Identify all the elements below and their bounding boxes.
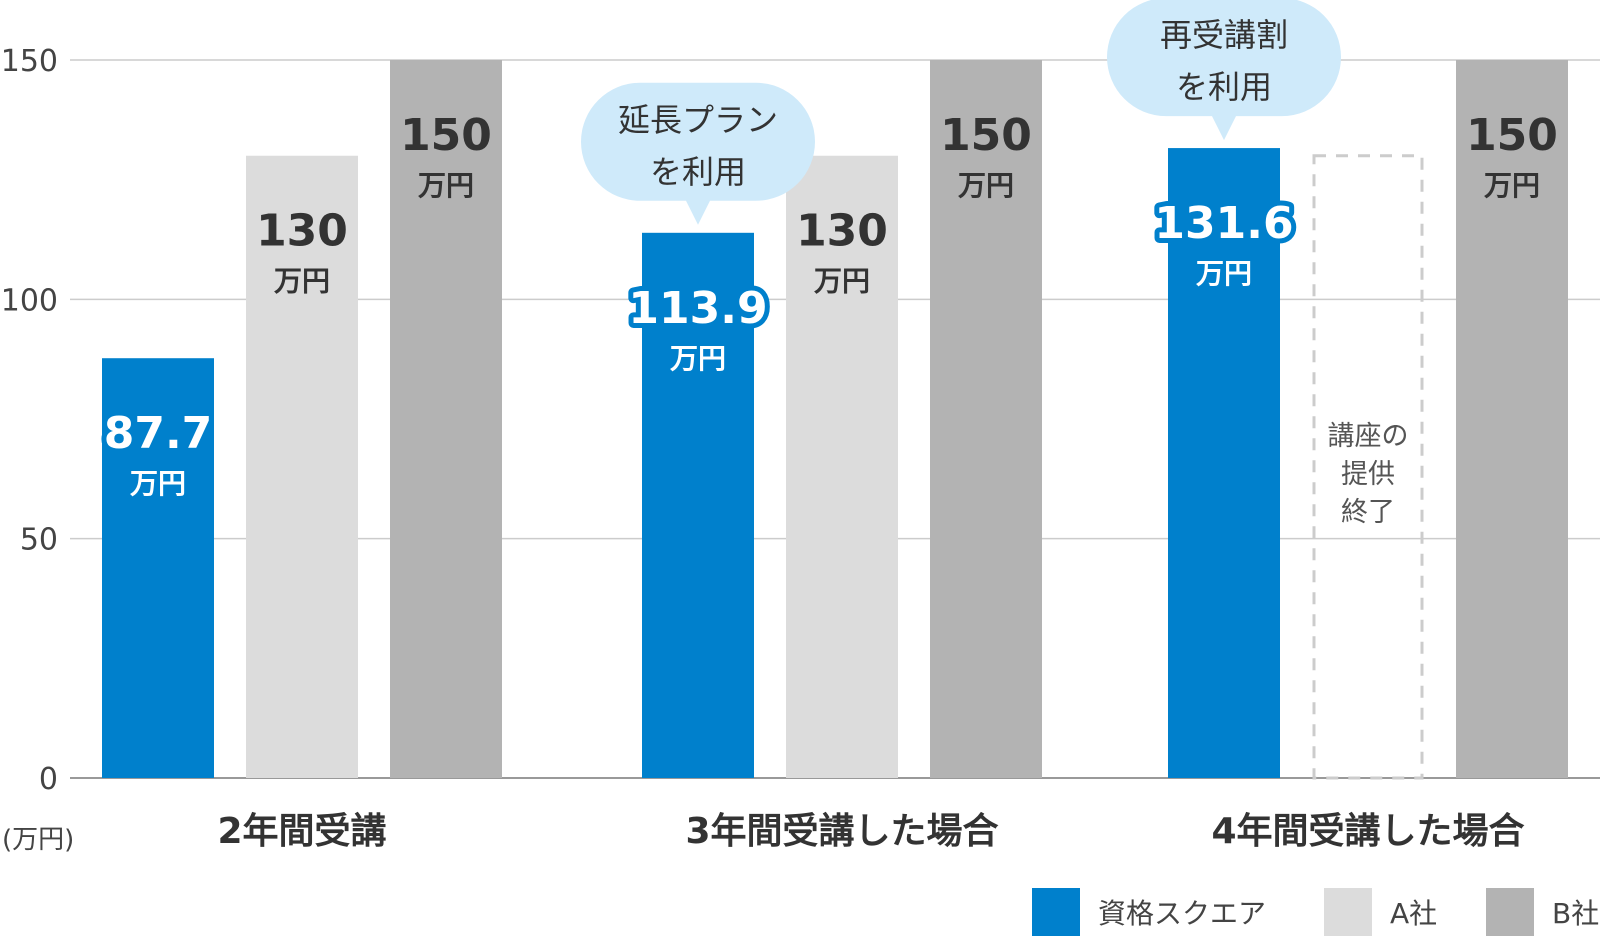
data-label-unit: 万円 xyxy=(130,467,186,500)
data-label: 130 xyxy=(796,206,888,257)
legend-swatch xyxy=(1486,888,1534,936)
discontinued-note: 提供 xyxy=(1341,459,1395,490)
bar-b-company xyxy=(1456,60,1568,778)
data-label: 87.7 xyxy=(104,408,213,459)
data-label: 150 xyxy=(1466,110,1558,161)
data-label: 113.9 xyxy=(628,283,767,334)
annotation-text: を利用 xyxy=(650,153,746,191)
data-label-unit: 万円 xyxy=(814,265,870,298)
x-category-label: 4年間受講した場合 xyxy=(1211,810,1524,852)
legend-label: A社 xyxy=(1390,897,1437,930)
annotation-text: を利用 xyxy=(1176,68,1272,106)
data-label-unit: 万円 xyxy=(958,169,1014,202)
data-label-unit: 万円 xyxy=(274,265,330,298)
data-label: 130 xyxy=(256,206,348,257)
bar-a-company xyxy=(786,155,898,778)
data-label-unit: 万円 xyxy=(1196,257,1252,290)
data-label: 150 xyxy=(400,110,492,161)
legend-swatch xyxy=(1032,888,1080,936)
x-category-label: 2年間受講 xyxy=(217,810,386,852)
data-label: 150 xyxy=(940,110,1032,161)
legend-label: B社 xyxy=(1552,897,1599,930)
y-tick-label: 0 xyxy=(39,762,58,797)
annotation-text: 延長プラン xyxy=(618,101,778,139)
bar-a-company xyxy=(246,155,358,778)
x-category-label: 3年間受講した場合 xyxy=(685,810,998,852)
legend-label: 資格スクエア xyxy=(1098,897,1266,930)
y-tick-label: 50 xyxy=(20,523,58,558)
bar-b-company xyxy=(390,60,502,778)
bar-b-company xyxy=(930,60,1042,778)
bar-shikaku-square xyxy=(1168,148,1280,779)
y-axis-unit-label: (万円) xyxy=(2,825,74,855)
data-label-unit: 万円 xyxy=(418,169,474,202)
annotation-bubble xyxy=(1107,0,1341,141)
annotation-text: 再受講割 xyxy=(1160,16,1288,54)
discontinued-note: 終了 xyxy=(1341,497,1395,528)
bar-shikaku-square xyxy=(102,358,214,778)
y-tick-label: 100 xyxy=(1,283,58,318)
y-tick-label: 150 xyxy=(1,44,58,79)
data-label-unit: 万円 xyxy=(670,342,726,375)
data-label: 131.6 xyxy=(1154,198,1293,249)
data-label-unit: 万円 xyxy=(1484,169,1540,202)
bar-shikaku-square xyxy=(642,232,754,779)
annotation-bubble xyxy=(581,82,815,225)
discontinued-note: 講座の xyxy=(1328,421,1409,452)
discontinued-placeholder xyxy=(1312,154,1424,780)
legend-swatch xyxy=(1324,888,1372,936)
